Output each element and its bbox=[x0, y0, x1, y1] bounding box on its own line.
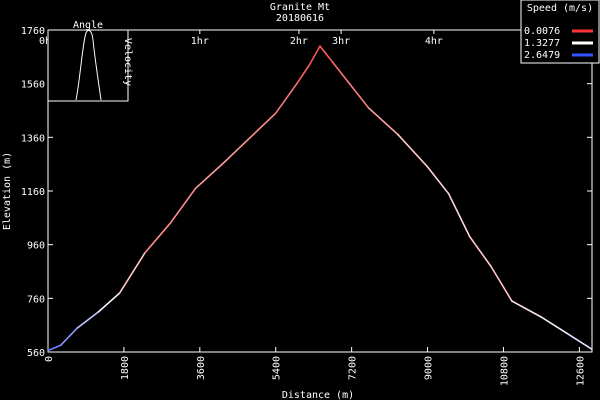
profile-segment bbox=[76, 310, 100, 329]
profile-segment bbox=[447, 192, 471, 238]
time-tick-label: 2hr bbox=[290, 36, 308, 47]
time-tick-label: 3hr bbox=[332, 36, 350, 47]
chart-subtitle: 20180616 bbox=[276, 13, 324, 24]
inset-curve bbox=[75, 29, 102, 101]
chart-title: Granite Mt bbox=[270, 2, 330, 13]
profile-segment bbox=[511, 300, 543, 318]
profile-segment bbox=[169, 187, 197, 224]
y-tick-label: 560 bbox=[27, 348, 45, 359]
legend-title: Speed (m/s) bbox=[527, 3, 593, 14]
x-tick-label: 10800 bbox=[499, 356, 510, 386]
profile-segment bbox=[397, 133, 429, 168]
profile-segment bbox=[97, 292, 121, 313]
time-tick-label: 4hr bbox=[425, 36, 443, 47]
profile-segment bbox=[319, 45, 334, 64]
profile-segment bbox=[296, 64, 311, 85]
profile-segment bbox=[565, 332, 593, 351]
legend-label: 1.3277 bbox=[524, 38, 560, 49]
y-tick-label: 1760 bbox=[21, 26, 45, 37]
profile-segment bbox=[224, 136, 252, 163]
profile-segment bbox=[426, 166, 450, 195]
profile-segment bbox=[489, 265, 513, 302]
profile-segment bbox=[144, 222, 172, 254]
y-tick-label: 1160 bbox=[21, 187, 45, 198]
x-tick-label: 12600 bbox=[575, 356, 586, 386]
y-axis-label: Elevation (m) bbox=[2, 152, 13, 230]
x-tick-label: 9000 bbox=[424, 356, 435, 380]
legend-label: 2.6479 bbox=[524, 50, 560, 61]
x-axis: 0 1800 3600 5400 7200 9000 10800 12600 bbox=[44, 347, 586, 386]
profile-segment bbox=[59, 327, 79, 347]
x-axis-label: Distance (m) bbox=[282, 390, 354, 400]
profile-segment bbox=[540, 316, 568, 335]
x-tick-label: 3600 bbox=[196, 356, 207, 380]
y-tick-label: 1560 bbox=[21, 80, 45, 91]
profile-segment bbox=[249, 112, 277, 139]
profile-segment bbox=[331, 61, 349, 82]
elevation-profile bbox=[47, 45, 593, 352]
inset-ylabel: Velocity bbox=[122, 38, 133, 86]
profile-segment bbox=[274, 82, 298, 114]
time-tick-label: 1hr bbox=[191, 36, 209, 47]
inset-title: Angle bbox=[73, 20, 103, 31]
x-tick-label: 5400 bbox=[272, 356, 283, 380]
x-tick-label: 0 bbox=[44, 356, 55, 362]
inset-frame bbox=[47, 29, 129, 102]
legend-label: 0.0076 bbox=[524, 26, 560, 37]
y-axis: 560 760 960 1160 1360 1560 1760 bbox=[21, 26, 592, 359]
y-tick-label: 960 bbox=[27, 241, 45, 252]
profile-segment bbox=[118, 251, 146, 294]
profile-segment bbox=[194, 160, 226, 190]
profile-segment bbox=[468, 235, 492, 267]
inset-plot: Angle Velocity bbox=[47, 20, 133, 102]
y-tick-label: 1360 bbox=[21, 133, 45, 144]
profile-segment bbox=[346, 80, 370, 109]
x-tick-label: 7200 bbox=[348, 356, 359, 380]
x-tick-label: 1800 bbox=[120, 356, 131, 380]
y-tick-label: 760 bbox=[27, 294, 45, 305]
profile-segment bbox=[47, 344, 62, 352]
profile-segment bbox=[367, 107, 399, 136]
profile-segment bbox=[308, 45, 321, 66]
